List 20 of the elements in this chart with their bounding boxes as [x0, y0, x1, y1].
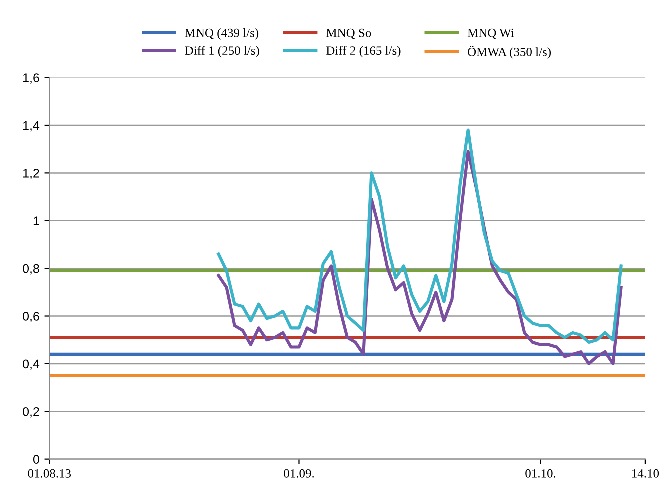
y-tick-label: 0,4 [23, 360, 40, 370]
x-tick-label: 01.10. [526, 469, 556, 478]
y-tick-label: 0,2 [23, 407, 40, 418]
x-tick-label: 01.08.13 [28, 469, 72, 478]
y-tick-label: 1,6 [24, 74, 40, 84]
legend-label: Diff 2 (165 l/s) [326, 46, 401, 58]
line-series [217, 128, 623, 344]
y-tick-label: 0 [33, 455, 40, 464]
y-tick-label: 0,8 [23, 264, 40, 275]
x-tick-label: 14.10 [632, 469, 660, 478]
y-tick-label: 1,4 [24, 121, 40, 132]
x-tick-label: 01.09. [284, 469, 314, 478]
legend-label: MNQ (439 l/s) [185, 28, 259, 40]
legend-label: Diff 1 (250 l/s) [185, 46, 260, 58]
y-tick-label: 0,6 [23, 312, 40, 322]
legend-label: MNQ Wi [468, 28, 514, 40]
legend-label: ÖMWA (350 l/s) [468, 46, 551, 59]
legend-label: MNQ So [326, 28, 372, 40]
y-tick-label: 1,2 [24, 168, 40, 180]
y-tick-label: 1 [34, 216, 40, 226]
